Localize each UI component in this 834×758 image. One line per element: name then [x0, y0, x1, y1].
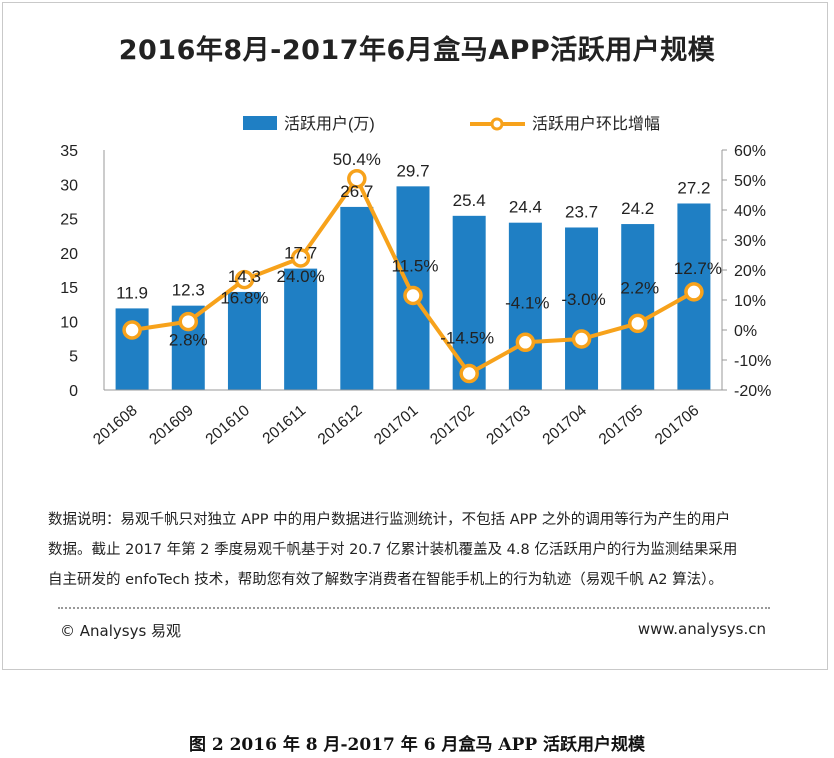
- line-value-label: -3.0%: [561, 290, 605, 309]
- line-value-label: -4.1%: [505, 293, 549, 312]
- y-left-tick-label: 20: [60, 246, 78, 263]
- line-value-label: 2.2%: [620, 278, 659, 297]
- y-left-tick-label: 10: [60, 314, 78, 331]
- bar-value-label: 23.7: [565, 202, 598, 221]
- line-point: [627, 313, 648, 334]
- x-tick-label: 201702: [427, 402, 478, 448]
- y-left-tick-label: 25: [60, 212, 78, 229]
- bar: [508, 222, 542, 390]
- y-right-tick-label: 10%: [734, 293, 766, 310]
- line-value-label: -14.5%: [440, 329, 494, 348]
- bar-value-label: 24.4: [509, 198, 542, 217]
- legend-bar-label: 活跃用户(万): [284, 115, 375, 133]
- bar-value-label: 11.9: [116, 283, 148, 302]
- y-right-tick-label: 0%: [734, 323, 757, 340]
- x-tick-label: 201701: [371, 402, 422, 448]
- y-right-tick-label: 40%: [734, 203, 766, 220]
- y-left-tick-label: 5: [69, 349, 78, 366]
- bar-value-label: 27.2: [677, 178, 710, 197]
- x-tick-label: 201705: [596, 402, 647, 448]
- bar: [284, 268, 318, 390]
- figure-caption: 图 2 2016 年 8 月-2017 年 6 月盒马 APP 活跃用户规模: [188, 735, 646, 755]
- line-value-label: 2.8%: [169, 331, 208, 350]
- line-point: [347, 169, 367, 189]
- x-tick-label: 201706: [652, 402, 703, 448]
- line-point: [122, 320, 142, 340]
- line-value-label: 12.7%: [674, 259, 722, 278]
- y-right-tick-label: 60%: [734, 143, 766, 160]
- y-right-tick-label: 50%: [734, 173, 766, 190]
- y-left-tick-label: 15: [60, 280, 78, 297]
- bar-value-label: 26.7: [340, 182, 373, 201]
- y-right-tick-label: -20%: [734, 383, 771, 400]
- line-point: [684, 282, 704, 302]
- x-tick-label: 201610: [202, 402, 253, 449]
- line-point: [290, 248, 311, 268]
- data-note: 数据说明：易观千帆只对独立 APP 中的用户数据进行监测统计，不包括 APP 之…: [48, 505, 800, 595]
- bar-value-label: 29.7: [396, 161, 429, 180]
- line-point: [403, 285, 423, 306]
- y-right-tick-label: -10%: [734, 353, 771, 370]
- x-tick-label: 201609: [146, 402, 197, 448]
- copyright-text: © Analysys 易观: [60, 622, 182, 640]
- line-point: [178, 311, 199, 332]
- x-tick-label: 201611: [260, 402, 310, 448]
- x-tick-label: 201612: [315, 402, 366, 448]
- combo-chart: 0 5 10 15 20 25 30 35 -20% -10% 0% 10% 20% 30% 40% 50% 6…: [60, 115, 771, 449]
- x-tick-label: 201703: [483, 402, 534, 448]
- note-line: 自主研发的 enfoTech 技术，帮助您有效了解数字消费者在智能手机上的行为轨…: [48, 572, 723, 588]
- bar-value-label: 25.4: [453, 191, 486, 210]
- line-value-label: 24.0%: [277, 267, 325, 286]
- legend-bar-swatch: [243, 116, 277, 130]
- line-point: [571, 329, 592, 349]
- legend-line-label: 活跃用户环比增幅: [532, 115, 660, 133]
- legend-line-marker: [490, 117, 504, 131]
- bar-value-label: 24.2: [621, 199, 654, 218]
- bar-value-label: 17.7: [284, 244, 317, 263]
- x-tick-label: 201704: [540, 402, 591, 449]
- line-value-label: 50.4%: [333, 150, 381, 169]
- line-value-label: 16.8%: [220, 289, 268, 308]
- line-point: [515, 332, 536, 353]
- y-left-tick-label: 30: [60, 177, 78, 194]
- y-right-tick-label: 20%: [734, 263, 766, 280]
- y-left-tick-label: 35: [60, 143, 78, 160]
- note-line: 数据。截止 2017 年第 2 季度易观千帆基于对 20.7 亿累计装机覆盖及 …: [48, 542, 738, 558]
- website-link[interactable]: www.analysys.cn: [637, 620, 766, 638]
- line-value-label: 11.5%: [392, 257, 439, 276]
- bar-value-label: 12.3: [172, 281, 205, 300]
- y-right-tick-label: 30%: [734, 233, 766, 250]
- divider: [58, 607, 770, 609]
- bar-value-label: 14.3: [228, 267, 261, 286]
- line-point: [234, 269, 255, 290]
- bar: [621, 224, 655, 390]
- y-left-tick-label: 0: [69, 383, 78, 400]
- chart-title: 2016年8月-2017年6月盒马APP活跃用户规模: [118, 35, 716, 66]
- note-line: 数据说明：易观千帆只对独立 APP 中的用户数据进行监测统计，不包括 APP 之…: [48, 512, 731, 528]
- bar: [565, 227, 599, 390]
- line-point: [459, 363, 479, 384]
- bar: [340, 206, 374, 390]
- x-tick-label: 201608: [90, 402, 141, 448]
- bar: [227, 291, 261, 390]
